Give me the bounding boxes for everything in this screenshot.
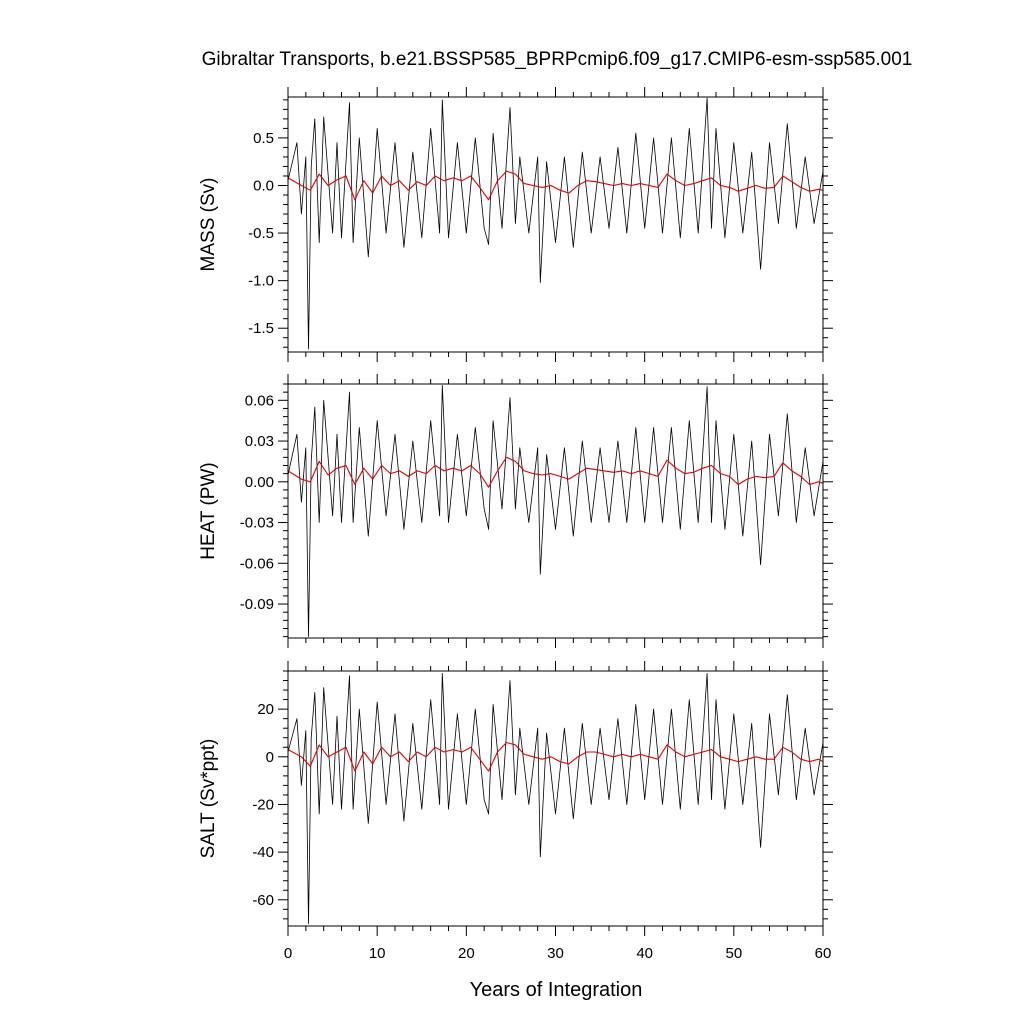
salt-xtick-label: 20 [458, 945, 475, 962]
salt-ytick-label: -20 [252, 796, 274, 813]
heat-panel: 0.06 0.03 0.00 -0.03 -0.06 -0.09 HEAT (PW) [198, 374, 833, 648]
mass-ytick-label: 0.0 [253, 177, 274, 194]
salt-y-axis-label: SALT (Sv*ppt) [198, 739, 219, 859]
salt-ytick-label: -60 [252, 892, 274, 909]
salt-xtick-label: 30 [547, 945, 564, 962]
salt-xtick-label: 40 [636, 945, 653, 962]
mass-series-smoothed [288, 170, 823, 201]
mass-ytick-label: 0.5 [253, 130, 274, 147]
salt-series-monthly [288, 673, 823, 924]
mass-panel: 0.5 0.0 -0.5 -1.0 -1.5 MASS (Sv) [198, 87, 833, 362]
mass-y-axis-label: MASS (Sv) [198, 178, 219, 272]
salt-ytick-label: 0 [266, 749, 274, 766]
heat-ytick-label: -0.03 [240, 515, 274, 532]
salt-xtick-label: 10 [369, 945, 386, 962]
heat-series-smoothed [288, 456, 823, 488]
mass-ytick-label: -1.0 [248, 273, 274, 290]
heat-ytick-label: 0.00 [245, 474, 274, 491]
heat-ytick-label: -0.09 [240, 596, 274, 613]
salt-xtick-label: 50 [725, 945, 742, 962]
heat-y-axis-label: HEAT (PW) [198, 462, 219, 559]
mass-series-monthly [288, 97, 823, 350]
salt-xtick-label: 60 [815, 945, 832, 962]
panels: 0.5 0.0 -0.5 -1.0 -1.5 MASS (Sv) 0.06 0.03 0.00 -… [198, 87, 833, 962]
x-axis-label: Years of Integration [470, 979, 643, 1001]
mass-ytick-label: -1.5 [248, 320, 274, 337]
heat-ytick-label: 0.03 [245, 433, 274, 450]
heat-ytick-label: 0.06 [245, 392, 274, 409]
mass-ytick-label: -0.5 [248, 225, 274, 242]
salt-panel: 20 0 -20 -40 -60 0 10 20 30 40 50 60 SALT (Sv*ppt) [198, 661, 833, 962]
salt-ytick-label: 20 [257, 701, 274, 718]
heat-ytick-label: -0.06 [240, 555, 274, 572]
salt-ytick-label: -40 [252, 844, 274, 861]
salt-series-smoothed [288, 741, 823, 772]
heat-series-monthly [288, 385, 823, 637]
salt-xtick-label: 0 [284, 945, 292, 962]
chart-title: Gibraltar Transports, b.e21.BSSP585_BPRP… [202, 49, 913, 70]
